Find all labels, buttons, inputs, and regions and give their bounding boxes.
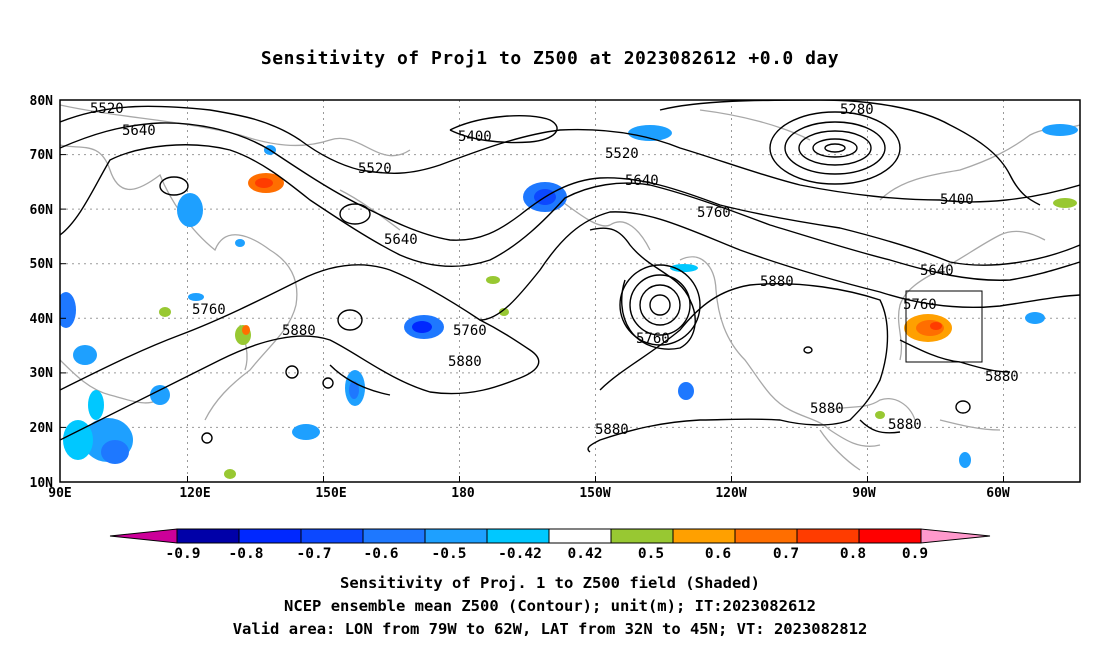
colorbar-high-end [920,528,991,544]
colorbar-cell [796,528,860,544]
latitude-labels: 80N 70N 60N 50N 40N 30N 20N 10N [30,94,54,491]
axis-ticks [60,99,1004,482]
lat-label: 40N [30,312,54,327]
colorbar-label: 0.7 [773,546,799,562]
colorbar-label: -0.6 [364,546,399,562]
lon-label: 120W [715,486,746,501]
contour-labels: 5520 5640 5400 5280 5520 5640 5400 5760 … [90,101,1019,438]
colorbar-cell [672,528,736,544]
colorbar-label: 0.8 [840,546,866,562]
colorbar-label: 0.5 [638,546,664,562]
contour-label: 5640 [384,232,418,248]
lat-label: 70N [30,148,54,163]
lat-label: 60N [30,203,54,218]
contour-label: 5880 [448,354,482,370]
colorbar-cell [610,528,674,544]
sensitivity-shading [60,124,1078,479]
colorbar-cell [176,528,240,544]
valid-area-box [905,290,983,363]
caption: Sensitivity of Proj. 1 to Z500 field (Sh… [0,572,1100,641]
lon-label: 180 [451,486,475,501]
contour-label: 5520 [90,101,124,117]
caption-line-shading: Sensitivity of Proj. 1 to Z500 field (Sh… [340,574,760,592]
contour-label: 5880 [810,401,844,417]
contour-label: 5880 [888,417,922,433]
colorbar-label: 0.9 [902,546,928,562]
contour-label: 5640 [625,173,659,189]
contour-label: 5520 [605,146,639,162]
z500-contours [60,100,1080,453]
map-title: Sensitivity of Proj1 to Z500 at 20230826… [260,48,840,69]
lat-label: 50N [30,257,54,272]
contour-label: 5880 [282,323,316,339]
lon-label: 150E [315,486,346,501]
colorbar-cell [300,528,364,544]
colorbar-label: -0.7 [297,546,332,562]
colorbar-cell [238,528,302,544]
contour-label: 5520 [358,161,392,177]
colorbar-low-end [109,528,178,544]
contour-label: 5400 [458,129,492,145]
colorbar-label: 0.6 [705,546,731,562]
lat-label: 30N [30,366,54,381]
colorbar-cell [548,528,612,544]
contour-label: 5760 [636,331,670,347]
lon-label: 60W [986,486,1010,501]
contour-label: 5880 [595,422,629,438]
caption-line-valid-area: Valid area: LON from 79W to 62W, LAT fro… [232,620,868,638]
lat-label: 80N [30,94,54,109]
colorbar-cell [424,528,488,544]
lon-label: 150W [579,486,610,501]
colorbar-label: -0.8 [229,546,264,562]
contour-label: 5280 [840,102,874,118]
colorbar-cell [486,528,550,544]
contour-label: 5400 [940,192,974,208]
contour-label: 5760 [697,205,731,221]
coastlines [60,104,1080,471]
contour-label: 5880 [760,274,794,290]
graticule [60,100,1080,482]
colorbar-cell [858,528,922,544]
contour-label: 5880 [985,369,1019,385]
caption-line-contour: NCEP ensemble mean Z500 (Contour); unit(… [284,597,816,615]
contour-label: 5760 [192,302,226,318]
contour-label: 5760 [903,297,937,313]
colorbar-cell [734,528,798,544]
contour-label: 5640 [920,263,954,279]
colorbar: -0.9 -0.8 -0.7 -0.6 -0.5 -0.42 0.42 0.5 … [109,528,991,562]
contour-label: 5760 [453,323,487,339]
map-frame [59,99,1081,483]
colorbar-label: -0.42 [498,546,542,562]
colorbar-label: 0.42 [568,546,603,562]
longitude-labels: 90E 120E 150E 180 150W 120W 90W 60W [48,486,1010,501]
lon-label: 120E [179,486,210,501]
lon-label: 90E [48,486,71,501]
colorbar-label: -0.5 [432,546,467,562]
colorbar-cell [362,528,426,544]
colorbar-label: -0.9 [166,546,201,562]
lat-label: 10N [30,476,54,491]
contour-label: 5640 [122,123,156,139]
lat-label: 20N [30,421,54,436]
lon-label: 90W [852,486,876,501]
